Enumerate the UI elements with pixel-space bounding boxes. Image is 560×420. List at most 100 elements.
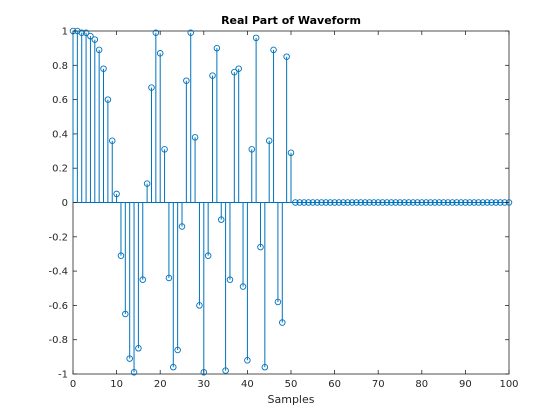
stem-marker (440, 199, 447, 206)
stem-marker (392, 199, 399, 206)
x-tick-label: 50 (285, 379, 298, 390)
stem-marker (108, 137, 116, 145)
stem-marker (340, 199, 347, 206)
stem-marker (462, 199, 469, 206)
stem-marker (130, 369, 138, 376)
stem-marker (396, 199, 404, 206)
stem-marker (435, 199, 443, 206)
stem-marker (322, 199, 330, 206)
y-tick-label: 1 (62, 27, 68, 38)
x-tick-label: 10 (110, 379, 123, 390)
stem-marker (348, 199, 356, 206)
stem-marker (300, 199, 308, 206)
stem-marker (148, 84, 155, 91)
stem-marker (475, 199, 482, 206)
stem-marker (178, 223, 186, 230)
stem-marker (213, 44, 221, 52)
y-tick-label: -0.8 (48, 335, 68, 346)
stem-marker (370, 199, 378, 206)
stem-marker (366, 199, 373, 206)
stem-marker (344, 199, 351, 206)
stem-marker (174, 346, 181, 354)
stem-marker (361, 199, 369, 206)
stem-marker (209, 72, 216, 79)
stem-marker (466, 199, 474, 206)
stem-marker (309, 199, 317, 206)
stem-marker (78, 29, 85, 36)
y-tick-label: -0.2 (48, 232, 68, 243)
stem-marker (165, 274, 173, 282)
stem-marker (222, 367, 229, 374)
stem-marker (113, 190, 120, 198)
stem-marker (431, 199, 439, 206)
stem-marker (418, 199, 426, 206)
stem-marker (453, 199, 460, 206)
stem-marker (100, 65, 107, 72)
y-tick-label: 0 (62, 198, 68, 209)
stem-marker (305, 199, 312, 206)
stem-marker (279, 319, 286, 326)
stem-marker (104, 96, 112, 103)
stem-marker (274, 298, 282, 306)
x-tick-label: 80 (415, 379, 428, 390)
stem-marker (383, 199, 391, 206)
stem-marker (483, 199, 491, 206)
stem-marker (139, 276, 147, 283)
stem-marker (248, 146, 256, 153)
stem-marker (331, 199, 338, 206)
stem-marker (161, 146, 168, 153)
stem-marker (95, 46, 103, 54)
stem-marker (479, 199, 487, 206)
stem-marker (239, 283, 247, 290)
stem-marker (270, 46, 277, 54)
stem-marker (353, 199, 360, 206)
stem-marker (200, 369, 208, 376)
x-tick-label: 60 (328, 379, 341, 390)
stem-marker (388, 199, 395, 206)
stem-marker (422, 199, 430, 206)
stem-marker (374, 199, 382, 206)
x-tick-label: 100 (499, 379, 518, 390)
stem-marker (449, 199, 456, 206)
stem-marker (196, 302, 203, 309)
stem-marker (152, 29, 160, 36)
stem-marker (497, 199, 504, 206)
chart-title: Real Part of Waveform (221, 14, 361, 27)
y-tick-label: -0.4 (48, 267, 68, 278)
x-axis-label: Samples (268, 393, 315, 406)
y-tick-label: 0.4 (52, 129, 68, 140)
stem-marker (318, 199, 325, 206)
stem-marker (457, 199, 465, 206)
stem-marker (444, 199, 452, 206)
stem-marker (135, 345, 142, 352)
stem-marker (226, 276, 234, 283)
stem-marker (401, 199, 408, 206)
stem-marker (117, 252, 125, 259)
stem-marker (252, 34, 260, 42)
stem-marker (326, 199, 334, 206)
stem-marker (470, 199, 478, 206)
x-tick-label: 70 (372, 379, 385, 390)
stem-marker (287, 149, 295, 157)
stem-marker (492, 199, 500, 206)
stem-marker (296, 199, 303, 206)
stem-marker (235, 65, 242, 72)
stem-marker (204, 252, 212, 259)
y-tick-label: 0.6 (52, 95, 68, 106)
stem-marker (87, 32, 94, 40)
stem-marker (91, 36, 99, 43)
stem-marker (292, 199, 299, 206)
stem-marker (335, 199, 343, 206)
stem-marker (409, 199, 417, 206)
stem-marker (427, 199, 434, 206)
stem-marker (143, 180, 151, 187)
stem-marker (156, 50, 164, 57)
y-tick-label: 0.8 (52, 61, 68, 72)
stem-marker (82, 29, 90, 36)
stem-marker (231, 68, 238, 76)
x-tick-label: 30 (197, 379, 210, 390)
stem-marker (261, 363, 269, 371)
stem-marker (126, 355, 133, 362)
stem-marker (244, 357, 251, 364)
